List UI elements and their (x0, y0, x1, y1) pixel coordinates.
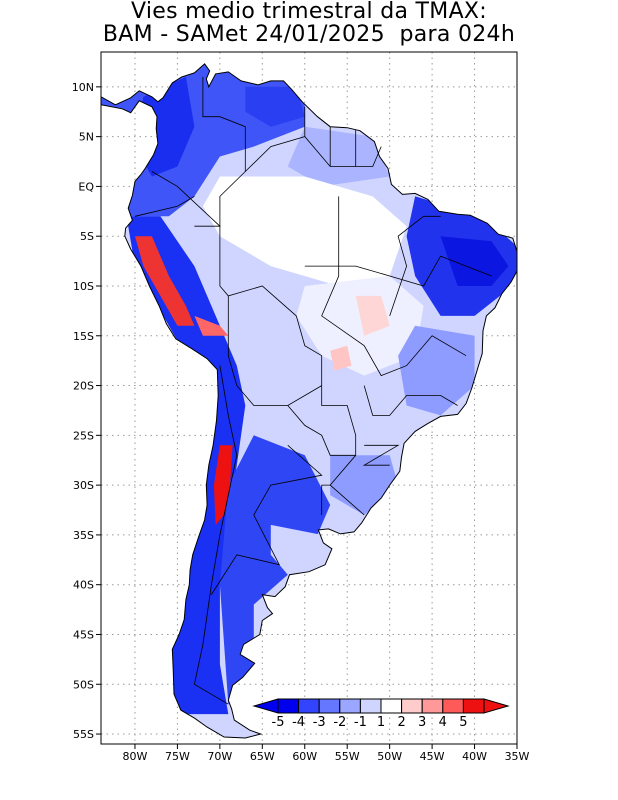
colorbar-label: 1 (377, 715, 385, 730)
colorbar-arrow-right (483, 698, 510, 714)
colorbar-label: -4 (292, 715, 305, 730)
colorbar-label: -1 (354, 715, 367, 730)
country-borders (134, 76, 492, 705)
bias-southeast (398, 325, 475, 416)
bias-southern-cone (219, 435, 331, 705)
lat-tick-label: 5N (79, 131, 94, 144)
colorbar-swatch (401, 698, 423, 714)
bias-venezuela-cold (245, 86, 305, 127)
colorbar-label: -5 (272, 715, 285, 730)
colorbar-swatch (442, 698, 464, 714)
bias-south-peru-warm (194, 315, 229, 336)
border-ecuador-peru (134, 196, 195, 217)
colorbar-swatch (421, 698, 444, 714)
lon-tick-label: 55W (335, 750, 360, 763)
lat-tick-label: 45S (73, 628, 94, 641)
latitude-ticks: 10N 5N EQ 5S 10S 15S 20S 25S 30S 35S 40S 45S 50S 55S (72, 81, 101, 741)
lon-tick-label: 45W (420, 750, 445, 763)
map-frame (100, 51, 518, 745)
coastline (101, 63, 517, 739)
border-bolivia (227, 295, 322, 406)
map-title: Vies medio trimestral da TMAX: BAM - SAM… (0, 0, 618, 46)
border-argentina-provinces (211, 445, 323, 595)
colorbar-swatch (359, 698, 382, 714)
bias-central-warm (355, 295, 390, 336)
title-line-2: BAM - SAMet 24/01/2025 para 024h (102, 22, 516, 47)
colorbar-swatch (380, 698, 403, 714)
lat-tick-label: 10N (72, 81, 94, 94)
longitude-ticks: 80W 75W 70W 65W 60W 55W 50W 45W 40W 35W (123, 744, 530, 763)
lat-tick-label: 35S (73, 529, 94, 542)
lat-tick-label: 30S (73, 479, 94, 492)
colorbar-label: 5 (459, 715, 467, 730)
bias-amazon-neutral (202, 176, 407, 286)
border-paraguay (287, 405, 356, 456)
title-line-1: Vies medio trimestral da TMAX: (130, 0, 488, 24)
colorbar-label: -2 (333, 715, 346, 730)
colorbar-label: 3 (418, 715, 426, 730)
bias-andes-warm (213, 445, 233, 525)
bias-peru-warm (135, 236, 195, 326)
colorbar-swatch (298, 698, 320, 714)
colorbar-swatch (339, 698, 361, 714)
border-states-5 (362, 444, 400, 466)
lat-tick-label: 15S (73, 330, 94, 343)
colorbar-swatch (318, 698, 341, 714)
border-states-1 (304, 255, 492, 287)
lon-tick-label: 65W (250, 750, 275, 763)
colorbar-label: 4 (439, 715, 447, 730)
lon-tick-label: 40W (462, 750, 487, 763)
bias-pantanal-warm (330, 345, 352, 371)
border-states-2 (321, 196, 467, 377)
bias-guianas (287, 126, 390, 187)
lat-tick-label: 10S (73, 280, 94, 293)
lon-tick-label: 75W (165, 750, 190, 763)
lat-tick-label: 55S (73, 728, 94, 741)
colorbar: -5 -4 -3 -2 -1 1 2 3 4 5 (252, 698, 510, 730)
lat-tick-label: 25S (73, 429, 94, 442)
border-chile-argentina (193, 365, 238, 705)
lat-tick-label: 50S (73, 678, 94, 691)
border-states-4 (363, 385, 458, 416)
lat-tick-label: 40S (73, 579, 94, 592)
colorbar-swatch (462, 698, 485, 714)
lon-tick-label: 70W (207, 750, 232, 763)
bias-andes-cold (126, 216, 246, 715)
border-states-3 (389, 215, 441, 317)
lat-tick-label: 5S (80, 230, 94, 243)
border-brazil-west (194, 225, 365, 516)
lon-tick-label: 35W (505, 750, 530, 763)
lat-tick-label: 20S (73, 380, 94, 393)
colorbar-label: -3 (313, 715, 326, 730)
lat-tick-label: EQ (78, 180, 94, 193)
colorbar-label: 2 (397, 715, 405, 730)
lon-tick-label: 60W (292, 750, 317, 763)
lon-tick-label: 50W (377, 750, 402, 763)
colorbar-swatch (277, 698, 300, 714)
border-uruguay (321, 484, 331, 515)
bias-northeast-core (440, 236, 509, 286)
bias-pampa-light (270, 524, 322, 575)
lon-tick-label: 80W (123, 750, 148, 763)
